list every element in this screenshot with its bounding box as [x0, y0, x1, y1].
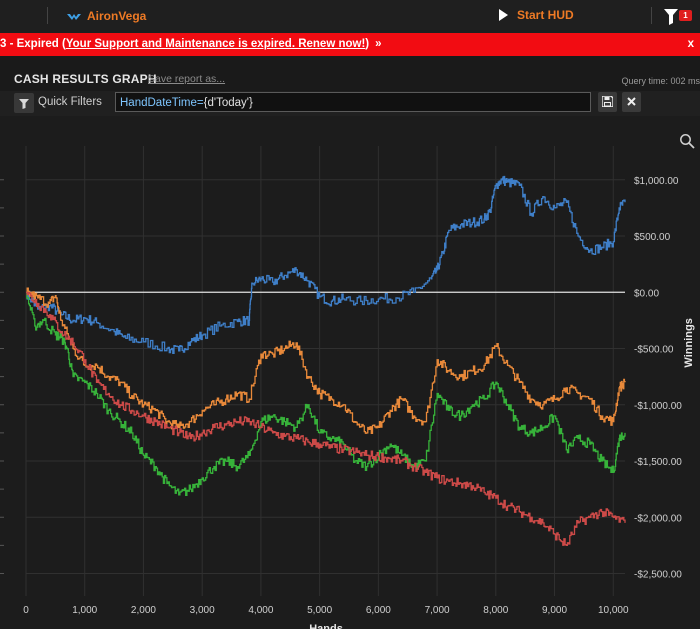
y-tick-label: -$1,000.00 — [634, 401, 682, 412]
notification-badge: 1 — [679, 10, 692, 21]
x-tick-label: 0 — [23, 605, 29, 616]
y-tick-label: -$2,500.00 — [634, 570, 682, 581]
save-filter-button[interactable] — [598, 92, 617, 112]
filter-icon — [19, 99, 29, 109]
toolbar-separator — [47, 7, 48, 24]
filter-field: HandDateTime= — [120, 97, 204, 109]
save-report-link[interactable]: Save report as... — [148, 73, 226, 85]
x-tick-label: 5,000 — [307, 605, 332, 616]
x-tick-label: 8,000 — [483, 605, 508, 616]
y-tick-label: $0.00 — [634, 288, 659, 299]
quick-filter-bar: Quick Filters HandDateTime={d'Today'} — [0, 91, 700, 116]
notifications-button[interactable]: 1 — [664, 6, 694, 28]
x-tick-label: 10,000 — [598, 605, 629, 616]
series-line-1 — [26, 287, 626, 434]
banner-arrows[interactable]: » — [375, 38, 382, 50]
y-tick-label: $1,000.00 — [634, 176, 679, 187]
x-tick-label: 4,000 — [248, 605, 273, 616]
series-line-0 — [26, 175, 626, 354]
clear-filter-button[interactable] — [622, 92, 641, 112]
report-header: CASH RESULTS GRAPH Save report as... Que… — [0, 56, 700, 91]
aironvega-logo-icon — [67, 14, 81, 20]
close-icon — [627, 97, 636, 106]
x-tick-label: 6,000 — [366, 605, 391, 616]
y-tick-label: -$2,000.00 — [634, 513, 682, 524]
x-tick-label: 1,000 — [72, 605, 97, 616]
x-tick-label: 9,000 — [542, 605, 567, 616]
zoom-icon[interactable] — [679, 133, 695, 149]
app-switcher[interactable]: AironVega — [66, 9, 146, 23]
save-icon — [601, 95, 614, 108]
filter-value: {d'Today'} — [203, 97, 253, 109]
series-line-3 — [26, 291, 626, 547]
y-tick-label: -$500.00 — [634, 345, 674, 356]
quick-filters-label: Quick Filters — [38, 96, 102, 108]
y-tick-label: $500.00 — [634, 232, 671, 243]
top-toolbar: AironVega Start HUD 1 — [0, 0, 700, 33]
banner-suffix: ) — [365, 38, 370, 50]
chart-background — [0, 130, 700, 629]
y-tick-label: -$1,500.00 — [634, 457, 682, 468]
banner-close-button[interactable]: x — [687, 38, 694, 50]
app-name: AironVega — [87, 9, 147, 23]
x-tick-label: 2,000 — [131, 605, 156, 616]
x-tick-label: 7,000 — [425, 605, 450, 616]
series-line-2 — [26, 291, 626, 497]
filter-icon — [664, 9, 678, 25]
start-hud-button[interactable]: Start HUD — [498, 8, 574, 22]
x-axis-title: Hands — [309, 623, 343, 629]
play-icon — [499, 9, 508, 21]
filter-expression-input[interactable]: HandDateTime={d'Today'} — [115, 92, 591, 112]
start-hud-label: Start HUD — [517, 8, 574, 22]
toolbar-separator — [651, 7, 652, 24]
query-time: Query time: 002 ms — [621, 76, 700, 86]
expiry-banner: 3 - Expired (Your Support and Maintenanc… — [0, 33, 700, 56]
banner-prefix: 3 - Expired ( — [0, 38, 66, 50]
x-tick-label: 3,000 — [190, 605, 215, 616]
quick-filter-button[interactable] — [14, 93, 34, 113]
y-axis-title: Winnings — [683, 318, 695, 367]
report-title: CASH RESULTS GRAPH — [14, 72, 157, 86]
cash-results-chart[interactable]: $1,000.00 $500.00 $0.00 -$500.00 -$1,000.00 -… — [0, 130, 700, 629]
renew-link[interactable]: Your Support and Maintenance is expired.… — [65, 38, 366, 50]
